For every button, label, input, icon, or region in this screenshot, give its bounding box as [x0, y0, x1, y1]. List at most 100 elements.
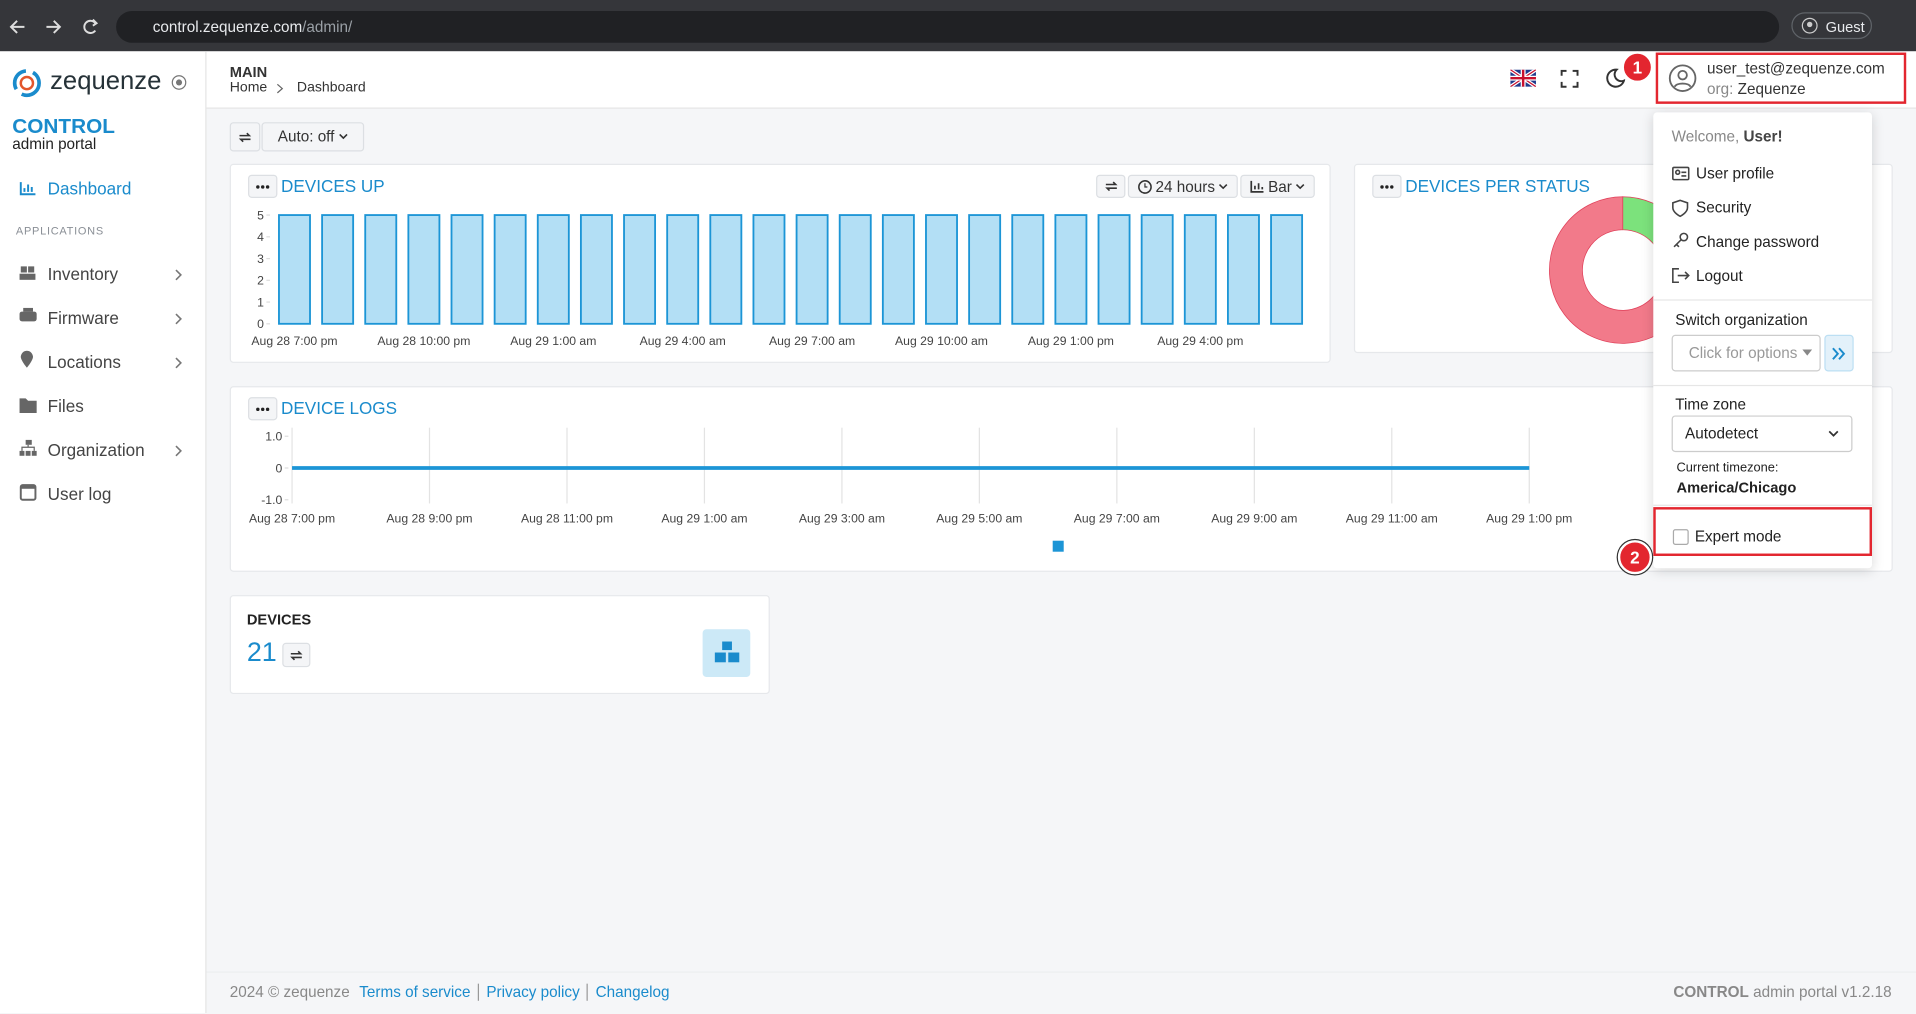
chevron — [175, 313, 182, 325]
dot — [256, 184, 260, 189]
url-field[interactable] — [116, 10, 1780, 43]
highlight-box — [1653, 507, 1873, 556]
x-tick-label: Aug 29 10:00 am — [895, 334, 988, 348]
copyright: 2024 © zequenze — [229, 983, 350, 1001]
org-go-button[interactable] — [1824, 334, 1854, 372]
refresh-button[interactable] — [229, 122, 261, 152]
y-tick-label: 3 — [257, 252, 264, 266]
bar — [493, 214, 527, 325]
nav-item[interactable]: Locations — [47, 351, 121, 372]
x-tick-label: Aug 29 9:00 am — [1211, 511, 1297, 525]
menu-icons — [1672, 166, 1690, 284]
nav-item[interactable]: User log — [47, 483, 112, 504]
bar — [407, 214, 441, 325]
footer-link[interactable]: Changelog — [595, 983, 670, 1001]
fullscreen-icon[interactable] — [1560, 69, 1579, 88]
x-tick-label: Aug 29 4:00 am — [640, 334, 726, 348]
range-select[interactable]: 24 hours — [1127, 174, 1238, 198]
timezone-select[interactable] — [1671, 415, 1853, 453]
x-tick-label: Aug 28 7:00 pm — [251, 334, 337, 348]
dot — [1385, 184, 1389, 189]
chart-refresh-button[interactable] — [1096, 174, 1126, 198]
org-select[interactable] — [1671, 334, 1821, 372]
x-tick-label: Aug 28 7:00 pm — [249, 511, 335, 525]
nav-chevron — [175, 313, 182, 325]
y-tick-label: 5 — [257, 208, 264, 222]
profile-button[interactable] — [1791, 12, 1873, 40]
bar — [1140, 214, 1174, 325]
user-email[interactable]: user_test@zequenze.com — [1707, 59, 1885, 77]
current-tz-label: Current timezone: — [1676, 460, 1779, 476]
card-menu-button[interactable] — [1372, 174, 1402, 198]
brand: CONTROL — [12, 114, 115, 139]
chart-title: DEVICES PER STATUS — [1405, 175, 1590, 196]
bar — [1183, 214, 1217, 325]
bar — [278, 214, 311, 325]
legend-swatch — [1052, 540, 1064, 552]
range-label: 24 hours — [1155, 177, 1216, 195]
view-select[interactable]: Bar — [1240, 174, 1315, 198]
pin-icon[interactable] — [171, 75, 187, 91]
brand-subtitle: admin portal — [12, 135, 97, 153]
bar — [925, 214, 958, 325]
footer-link[interactable]: Privacy policy — [479, 983, 589, 1001]
caret — [1802, 349, 1813, 356]
bar — [968, 214, 1002, 325]
nav-item[interactable]: Inventory — [47, 263, 119, 284]
devices-icon — [714, 641, 740, 663]
version: CONTROL admin portal v1.2.18 — [1673, 984, 1891, 1001]
bar — [1270, 214, 1304, 325]
nav-chevron — [175, 445, 182, 457]
nav-item[interactable]: Organization — [47, 439, 145, 460]
bar — [666, 214, 700, 325]
menu-item[interactable]: Security — [1696, 199, 1752, 217]
section-title: MAIN — [229, 63, 268, 81]
dashboard-icon — [19, 182, 36, 196]
nav-icons — [19, 266, 37, 501]
nav-item-active[interactable]: Dashboard — [47, 178, 132, 198]
card-menu-button[interactable] — [248, 174, 278, 198]
url-host: control.zequenze.com — [152, 18, 303, 36]
org-label: org: — [1707, 80, 1734, 98]
bar — [321, 214, 355, 325]
footer-link[interactable]: Terms of service — [359, 983, 480, 1001]
menu-item[interactable]: Change password — [1696, 233, 1820, 251]
expert-mode-label: Expert mode — [1694, 527, 1782, 545]
bar — [1054, 214, 1088, 325]
nav-item[interactable]: Files — [47, 395, 84, 416]
welcome: Welcome, User! — [1672, 128, 1783, 145]
org-name: Zequenze — [1737, 80, 1806, 98]
chart-icon — [1250, 180, 1264, 193]
x-tick-label: Aug 28 9:00 pm — [386, 511, 472, 525]
breadcrumb-current: Dashboard — [296, 80, 366, 96]
y-tick-label: 2 — [257, 274, 264, 288]
bar — [795, 214, 829, 325]
switch-org-label: Switch organization — [1675, 311, 1808, 329]
theme-icon[interactable] — [1606, 68, 1626, 88]
expert-mode-checkbox[interactable] — [1672, 529, 1689, 545]
nav-item[interactable]: Firmware — [47, 307, 119, 328]
welcome-text: Welcome, — [1671, 128, 1740, 146]
chevron — [175, 357, 182, 369]
x-tick-label: Aug 29 1:00 pm — [1486, 511, 1572, 525]
devices-count: 21 — [246, 636, 277, 668]
footer-links: Terms of service Privacy policy Changelo… — [359, 983, 670, 1001]
language-flag[interactable] — [1510, 69, 1536, 87]
devices-icon-box — [702, 629, 751, 677]
bar — [1011, 214, 1045, 325]
bar — [536, 214, 570, 325]
divider — [1653, 384, 1873, 387]
dots-icon — [256, 407, 270, 411]
go-icon — [1832, 347, 1846, 360]
menu-item[interactable]: Logout — [1696, 267, 1743, 285]
auto-refresh-select[interactable]: Auto: off — [261, 122, 365, 152]
profile-name: Guest — [1825, 18, 1865, 36]
menu-item[interactable]: User profile — [1696, 164, 1775, 183]
bar — [364, 214, 398, 325]
annotation-badge: 2 — [1617, 540, 1653, 575]
card-menu-button[interactable] — [248, 397, 278, 421]
breadcrumb-home[interactable]: Home — [229, 80, 268, 96]
devices-refresh-button[interactable] — [282, 642, 311, 668]
